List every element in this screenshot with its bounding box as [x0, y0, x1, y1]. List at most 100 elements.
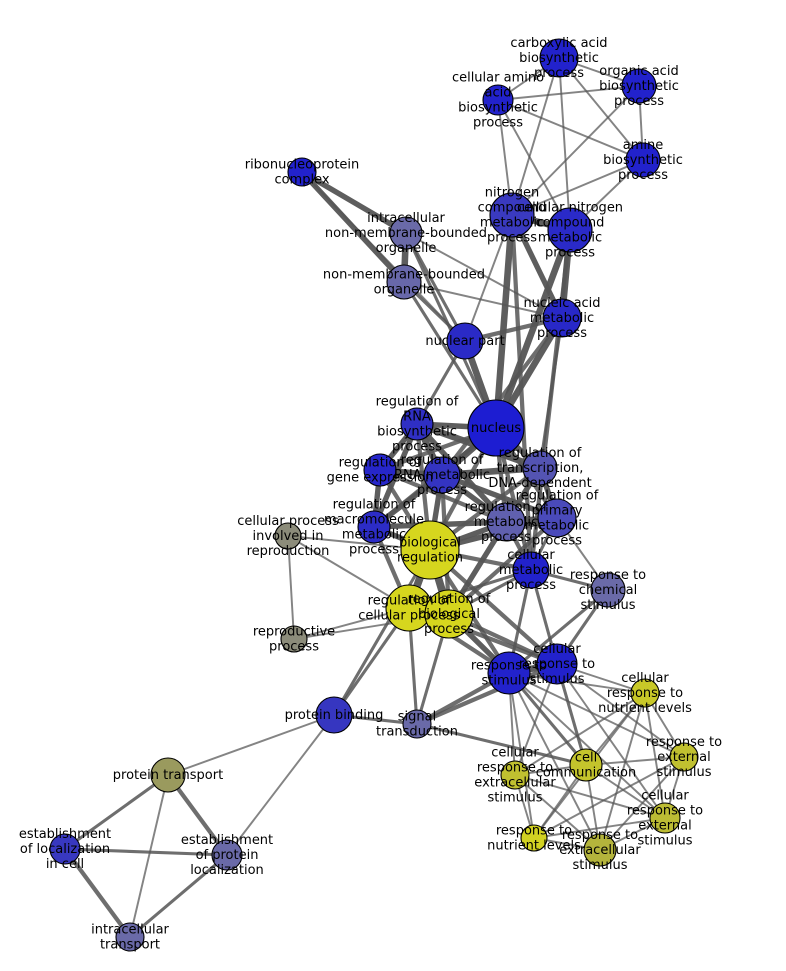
edge-cellular_response_to_nutrient_levels--cellular_response_to_extracellular_stimulus	[514, 692, 646, 776]
node-layer[interactable]	[49, 38, 699, 952]
node-protein_transport[interactable]	[150, 757, 186, 793]
node-nucleic_acid_metabolic_process[interactable]	[542, 298, 582, 338]
node-label-nuclear_part: nuclear part	[425, 334, 504, 349]
node-cellular_response_to_stimulus[interactable]	[536, 643, 578, 685]
node-establishment_of_protein_localization[interactable]	[211, 839, 243, 871]
node-intracellular_non_membrane_bounded_organelle[interactable]	[389, 216, 423, 250]
node-label-establishment_of_localization_in_cell: establishment of localization in cell	[19, 827, 111, 872]
node-regulation_of_biological_process[interactable]	[424, 589, 474, 639]
node-amine_biosynthetic_process[interactable]	[625, 142, 661, 178]
node-label-intracellular_non_membrane_bounded_organelle: intracellular non-membrane-bounded organel…	[325, 211, 487, 256]
edge-cellular_amino_acid_biosynthetic_process--cellular_nitrogen_compound_metabolic_process	[497, 99, 571, 231]
node-label-establishment_of_protein_localization: establishment of protein localization	[181, 833, 273, 878]
node-response_to_stimulus[interactable]	[487, 651, 531, 695]
node-regulation_of_rna_metabolic_process[interactable]	[423, 456, 461, 494]
node-label-reproductive_process: reproductive process	[253, 624, 335, 654]
node-label-nitrogen_compound_metabolic_process: nitrogen compound metabolic process	[478, 185, 547, 245]
edge-nitrogen_compound_metabolic_process--cellular_metabolic_process	[509, 212, 534, 573]
node-label-regulation_of_macromolecule_metabolic_process: regulation of macromolecule metabolic proce…	[324, 497, 424, 557]
node-cellular_response_to_nutrient_levels[interactable]	[630, 678, 660, 708]
node-label-response_to_nutrient_levels: response to nutrient levels	[487, 823, 581, 853]
node-label-response_to_external_stimulus: response to external stimulus	[646, 735, 722, 780]
node-label-intracellular_transport: intracellular transport	[91, 922, 169, 952]
node-cellular_nitrogen_compound_metabolic_process[interactable]	[547, 207, 593, 253]
node-label-nucleic_acid_metabolic_process: nucleic acid metabolic process	[523, 296, 600, 341]
node-response_to_nutrient_levels[interactable]	[520, 824, 548, 852]
node-nucleus[interactable]	[467, 399, 525, 457]
edge-response_to_stimulus--response_to_extracellular_stimulus	[508, 672, 601, 851]
node-label-regulation_of_primary_metabolic_process: regulation of primary metabolic process	[516, 488, 599, 548]
edge-protein_binding--protein_transport	[167, 714, 335, 776]
node-nitrogen_compound_metabolic_process[interactable]	[489, 192, 535, 238]
node-label-cellular_nitrogen_compound_metabolic_process: cellular nitrogen compound metabolic proces…	[517, 200, 623, 260]
node-regulation_of_rna_biosynthetic_process[interactable]	[400, 407, 434, 441]
node-protein_binding[interactable]	[315, 696, 353, 734]
node-label-response_to_extracellular_stimulus: response to extracellular stimulus	[559, 828, 641, 873]
node-label-cellular_amino_acid_biosynthetic_process: cellular amino acid biosynthetic process	[452, 70, 544, 130]
node-label-carboxylic_acid_biosynthetic_process: carboxylic acid biosynthetic process	[510, 36, 607, 81]
edge-amine_biosynthetic_process--nitrogen_compound_metabolic_process	[511, 159, 644, 216]
edge-establishment_of_localization_in_cell--intracellular_transport	[62, 846, 133, 940]
node-reproductive_process[interactable]	[280, 625, 308, 653]
edge-nitrogen_compound_metabolic_process--nucleus	[492, 211, 516, 432]
node-regulation_of_gene_expression[interactable]	[363, 453, 397, 487]
node-regulation_of_macromolecule_metabolic_process[interactable]	[357, 510, 391, 544]
edge-regulation_of_gene_expression--regulation_of_metabolic_process	[377, 467, 509, 525]
node-label-cellular_response_to_nutrient_levels: cellular response to nutrient levels	[598, 671, 692, 716]
edge-carboxylic_acid_biosynthetic_process--cellular_nitrogen_compound_metabolic_process	[558, 57, 571, 231]
edge-response_to_external_stimulus--response_to_nutrient_levels	[533, 756, 685, 839]
edge-ribonucleoprotein_complex--intracellular_non_membrane_bounded_organelle	[299, 169, 409, 236]
node-label-nucleus: nucleus	[471, 421, 521, 436]
node-response_to_chemical_stimulus[interactable]	[590, 572, 626, 608]
node-response_to_extracellular_stimulus[interactable]	[583, 833, 617, 867]
node-cellular_metabolic_process[interactable]	[512, 551, 550, 589]
node-label-biological_regulation: biological regulation	[397, 535, 463, 565]
edge-cell_communication--signal_transduction	[415, 722, 588, 767]
edge-cellular_process_involved_in_reproduction--reproductive_process	[287, 535, 295, 640]
edge-cellular_nitrogen_compound_metabolic_process--nucleus	[492, 226, 574, 432]
node-label-non_membrane_bounded_organelle: non-membrane-bounded organelle	[323, 267, 485, 297]
node-cell_communication[interactable]	[569, 748, 603, 782]
node-cellular_response_to_external_stimulus[interactable]	[649, 802, 681, 834]
node-intracellular_transport[interactable]	[115, 922, 145, 952]
edge-cellular_response_to_extracellular_stimulus--cellular_response_to_external_stimulus	[514, 774, 666, 819]
node-label-response_to_stimulus: response to stimulus	[471, 658, 547, 688]
node-response_to_external_stimulus[interactable]	[669, 742, 699, 772]
node-signal_transduction[interactable]	[402, 709, 432, 739]
edge-non_membrane_bounded_organelle--nucleus	[402, 280, 498, 430]
node-carboxylic_acid_biosynthetic_process[interactable]	[539, 38, 579, 78]
node-biological_regulation[interactable]	[400, 520, 460, 580]
edge-organic_acid_biosynthetic_process--nitrogen_compound_metabolic_process	[511, 85, 640, 216]
node-organic_acid_biosynthetic_process[interactable]	[621, 68, 657, 104]
node-nuclear_part[interactable]	[446, 322, 484, 360]
edge-establishment_of_protein_localization--intracellular_transport	[128, 853, 229, 939]
node-non_membrane_bounded_organelle[interactable]	[386, 264, 422, 300]
node-label-cellular_response_to_extracellular_stimulus: cellular response to extracellular stimulus	[474, 745, 556, 805]
node-label-cellular_metabolic_process: cellular metabolic process	[499, 548, 563, 593]
node-establishment_of_localization_in_cell[interactable]	[49, 833, 81, 865]
node-regulation_of_transcription_dna_dependent[interactable]	[522, 450, 558, 486]
node-cellular_amino_acid_biosynthetic_process[interactable]	[482, 84, 514, 116]
edge-organic_acid_biosynthetic_process--cellular_amino_acid_biosynthetic_process	[497, 85, 640, 101]
edge-cellular_amino_acid_biosynthetic_process--amine_biosynthetic_process	[497, 99, 644, 161]
node-label-organic_acid_biosynthetic_process: organic acid biosynthetic process	[599, 64, 679, 109]
edge-response_to_stimulus--response_to_external_stimulus	[508, 672, 685, 758]
node-cellular_response_to_extracellular_stimulus[interactable]	[500, 760, 530, 790]
node-regulation_of_primary_metabolic_process[interactable]	[537, 498, 577, 538]
node-label-signal_transduction: signal transduction	[376, 709, 458, 739]
node-cellular_process_involved_in_reproduction[interactable]	[274, 522, 302, 550]
node-ribonucleoprotein_complex[interactable]	[287, 157, 317, 187]
label-layer: carboxylic acid biosynthetic process organi…	[19, 36, 722, 953]
node-label-regulation_of_rna_biosynthetic_process: regulation of RNA biosynthetic process	[376, 394, 459, 454]
edge-protein_transport--intracellular_transport	[129, 774, 169, 938]
edge-cellular_response_to_stimulus--cellular_response_to_external_stimulus	[556, 663, 666, 819]
node-regulation_of_metabolic_process[interactable]	[486, 502, 526, 542]
edge-protein_transport--establishment_of_localization_in_cell	[63, 773, 170, 851]
node-label-cellular_process_involved_in_reproduction: cellular process involved in reproduction	[237, 514, 339, 559]
node-label-ribonucleoprotein_complex: ribonucleoprotein complex	[245, 157, 360, 187]
edge-cellular_response_to_nutrient_levels--cellular_response_to_external_stimulus	[644, 692, 666, 819]
node-label-regulation_of_cellular_process: regulation of cellular process	[358, 593, 460, 623]
edge-nucleic_acid_metabolic_process--regulation_of_transcription_dna_dependent	[538, 316, 564, 470]
